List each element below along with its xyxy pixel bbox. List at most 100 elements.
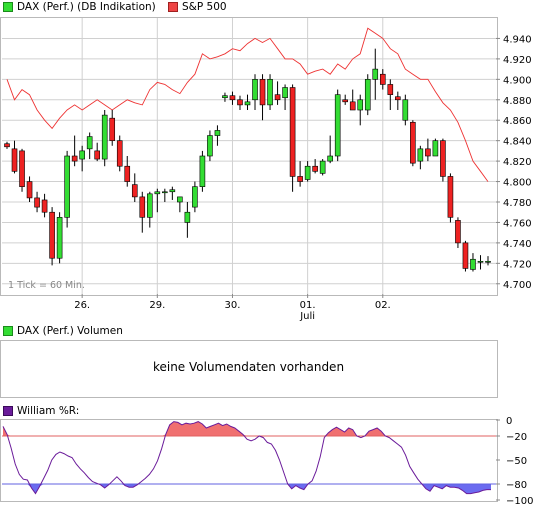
- candle-up: [199, 155, 206, 187]
- month-label: Juli: [299, 311, 315, 322]
- y-tick-label: 4.820: [503, 157, 532, 168]
- y-tick-label: 4.900: [503, 75, 532, 86]
- candle-up: [252, 79, 258, 101]
- candle-up: [334, 94, 341, 157]
- candle-up: [64, 155, 70, 218]
- candle-down: [425, 148, 431, 157]
- candle-up: [364, 79, 371, 111]
- x-tick-label: 29.: [149, 300, 165, 311]
- candle-down: [289, 87, 296, 177]
- y-tick-label: −50: [506, 456, 527, 467]
- candle-up: [244, 101, 251, 106]
- candle-up: [207, 135, 213, 157]
- legend-sp500: S&P 500: [168, 1, 227, 13]
- y-tick-label: −20: [506, 432, 527, 443]
- candle-up: [470, 258, 476, 270]
- candle-down: [259, 79, 266, 106]
- candle-up: [402, 99, 409, 121]
- candle-down: [237, 99, 243, 106]
- candle-up: [192, 186, 198, 208]
- candle-up: [304, 165, 311, 180]
- candle-up: [222, 95, 228, 99]
- purple-square-icon: [3, 406, 13, 416]
- candle-down: [131, 184, 138, 198]
- candle-down: [4, 143, 10, 148]
- y-tick-label: 4.860: [503, 116, 532, 127]
- candle-up: [56, 217, 63, 259]
- no-volume-message: keine Volumendaten vorhanden: [152, 360, 345, 374]
- candle-up: [86, 136, 93, 150]
- candle-down: [116, 140, 123, 167]
- candle-down: [26, 181, 33, 199]
- y-tick-label: −80: [506, 480, 527, 491]
- candle-up: [327, 155, 333, 162]
- overbought-area: [3, 421, 491, 436]
- y-tick-label: 4.760: [503, 218, 532, 229]
- candle-up: [177, 196, 183, 203]
- candle-down: [139, 196, 146, 218]
- candle-up: [417, 148, 424, 162]
- price-chart: 4.700 4.720 4.740 4.760 4.780 4.800 4.820 4.840…: [2, 18, 532, 322]
- y-tick-label: 4.800: [503, 178, 532, 189]
- candle-down: [312, 165, 318, 172]
- oversold-area: [3, 484, 491, 494]
- candle-down: [395, 96, 401, 101]
- legend-williams-label: William %R:: [17, 405, 80, 417]
- candle-up: [162, 191, 168, 194]
- x-tick-label: 02.: [375, 300, 391, 311]
- candle-down: [49, 211, 55, 259]
- candle-down: [274, 94, 281, 101]
- candle-down: [410, 121, 416, 164]
- x-tick-label: 26.: [74, 300, 90, 311]
- williams-panel: [0, 419, 498, 502]
- candle-up: [432, 140, 439, 157]
- candle-down: [124, 165, 131, 182]
- y-tick-label: 4.840: [503, 137, 532, 148]
- candle-up: [101, 114, 108, 160]
- y-tick-label: 4.740: [503, 239, 532, 250]
- candle-down: [387, 84, 394, 95]
- candle-down: [11, 148, 18, 172]
- volume-panel: [0, 340, 498, 398]
- y-tick-label: 4.720: [503, 259, 532, 270]
- candle-down: [71, 155, 78, 162]
- sp500-line: [6, 27, 489, 182]
- candle-up: [146, 193, 153, 218]
- candle-up: [282, 87, 288, 99]
- candle-up: [319, 160, 326, 174]
- legend-dax-label: DAX (Perf.) (DB Indikation): [17, 1, 156, 13]
- legend-williams: William %R:: [3, 405, 79, 417]
- candle-down: [229, 95, 236, 101]
- red-square-icon: [168, 2, 178, 12]
- williams-r-line: [2, 421, 491, 495]
- candle-up: [485, 260, 491, 263]
- y-tick-label: 4.780: [503, 198, 532, 209]
- candle-up: [372, 68, 379, 80]
- candle-up: [79, 150, 85, 160]
- candle-up: [214, 130, 221, 136]
- x-tick-label: 01.: [300, 300, 316, 311]
- candle-up: [154, 191, 161, 195]
- candle-down: [34, 197, 40, 208]
- candle-down: [109, 117, 116, 141]
- tick-note: 1 Tick = 60 Min.: [8, 280, 85, 291]
- candle-up: [357, 99, 364, 111]
- candle-down: [297, 176, 303, 182]
- candle-down: [447, 176, 454, 218]
- legend-volume: DAX (Perf.) Volumen: [3, 325, 123, 337]
- y-tick-label: 4.880: [503, 96, 532, 107]
- y-tick-label: 0: [506, 416, 512, 427]
- candle-down: [342, 99, 349, 103]
- green-square-icon: [3, 2, 13, 12]
- y-tick-label: 4.940: [503, 34, 532, 45]
- candle-down: [41, 199, 48, 213]
- candle-down: [462, 242, 469, 269]
- candle-up: [169, 189, 176, 193]
- x-tick-label: 30.: [225, 300, 241, 311]
- green-square-icon: [3, 326, 13, 336]
- y-tick-label: −100: [506, 496, 533, 507]
- legend-volume-label: DAX (Perf.) Volumen: [17, 325, 123, 337]
- y-tick-label: 4.920: [503, 55, 532, 66]
- candle-down: [94, 150, 100, 160]
